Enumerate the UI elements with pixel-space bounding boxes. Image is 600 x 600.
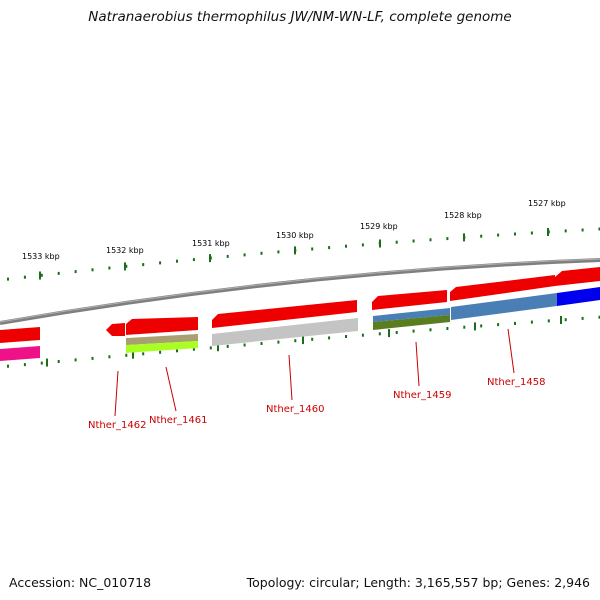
genome-backbone <box>0 258 600 325</box>
gene-arrow[interactable] <box>450 275 555 301</box>
gene-labels: Nther_1462 Nther_1461 Nther_1460 Nther_1… <box>88 377 545 431</box>
forward-strand <box>0 267 600 343</box>
outer-tick-marks <box>7 227 600 281</box>
gene-box[interactable] <box>373 315 450 330</box>
kbp-label: 1530 kbp <box>276 231 314 240</box>
gene-arrow[interactable] <box>126 317 198 335</box>
inner-tick-marks <box>7 315 600 368</box>
gene-arrow[interactable] <box>212 300 357 328</box>
gene-box[interactable] <box>373 308 450 322</box>
kbp-label: 1531 kbp <box>192 239 230 248</box>
genome-summary: Topology: circular; Length: 3,165,557 bp… <box>246 575 590 590</box>
gene-label[interactable]: Nther_1458 <box>487 377 545 388</box>
kbp-labels: 1533 kbp 1532 kbp 1531 kbp 1530 kbp 1529… <box>22 199 566 261</box>
gene-label[interactable]: Nther_1460 <box>266 404 324 415</box>
gene-arrow[interactable] <box>0 327 40 343</box>
kbp-label: 1529 kbp <box>360 222 398 231</box>
gene-box[interactable] <box>557 287 600 306</box>
gene-label[interactable]: Nther_1459 <box>393 390 451 401</box>
kbp-label: 1528 kbp <box>444 211 482 220</box>
gene-box[interactable] <box>126 334 198 345</box>
gene-arrow[interactable] <box>372 290 447 310</box>
gene-box[interactable] <box>451 293 557 320</box>
gene-label-leaders <box>114 328 515 417</box>
kbp-label: 1533 kbp <box>22 252 60 261</box>
gene-arrow[interactable] <box>555 267 600 286</box>
label-leader <box>165 366 177 412</box>
label-leader <box>507 328 515 374</box>
label-leader <box>114 370 119 417</box>
gene-arrow[interactable] <box>106 323 125 336</box>
gene-box[interactable] <box>0 346 40 361</box>
label-leader <box>288 354 293 401</box>
gene-label[interactable]: Nther_1461 <box>149 415 207 426</box>
reverse-strand <box>0 287 600 361</box>
kbp-label: 1532 kbp <box>106 246 144 255</box>
gene-label[interactable]: Nther_1462 <box>88 420 146 431</box>
gene-box[interactable] <box>212 318 358 346</box>
accession-label: Accession: NC_010718 <box>9 575 152 590</box>
label-leader <box>415 341 420 387</box>
gene-box[interactable] <box>126 341 198 353</box>
map-title: Natranaerobius thermophilus JW/NM-WN-LF,… <box>88 9 512 25</box>
genome-backbone-highlight <box>0 258 600 323</box>
kbp-label: 1527 kbp <box>528 199 566 208</box>
